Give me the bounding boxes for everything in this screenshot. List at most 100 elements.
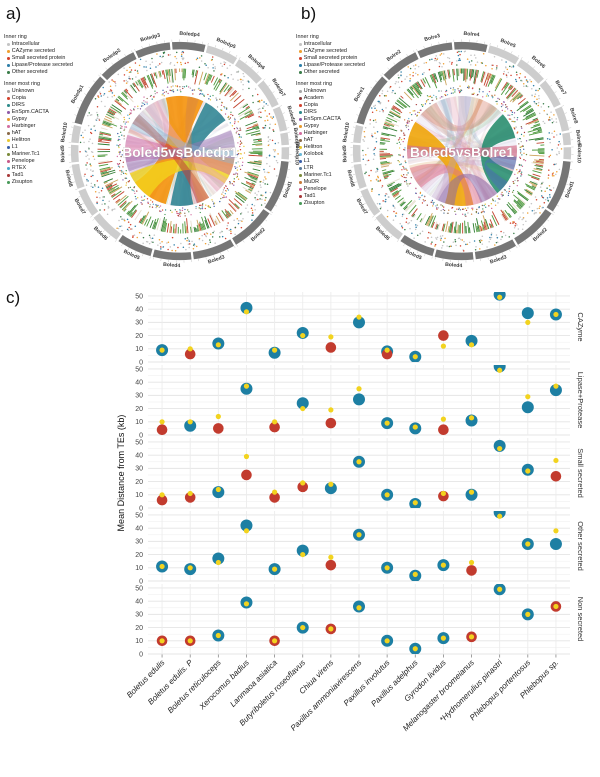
chromosome-label: Bolre8 bbox=[568, 107, 579, 124]
legend-color-dot-icon bbox=[7, 160, 10, 163]
legend-item-label: Mariner.Tc1 bbox=[12, 151, 40, 158]
y-tick-label: 10 bbox=[135, 419, 143, 426]
legend-item-label: Tad1 bbox=[12, 172, 24, 179]
legend-item-label: DIRS bbox=[12, 102, 25, 109]
legend-item-label: Zisupton bbox=[12, 179, 33, 186]
legend-color-dot-icon bbox=[7, 50, 10, 53]
legend-item-label: Other secreted bbox=[12, 69, 48, 76]
legend-item-label: DIRS bbox=[304, 109, 317, 116]
chromosome-label: Bolre2 bbox=[386, 49, 403, 63]
legend-item-label: Gypsy bbox=[12, 116, 27, 123]
facet-strip-label: Lipase+Protease bbox=[576, 372, 585, 429]
y-tick-label: 0 bbox=[139, 359, 143, 366]
legend-color-dot-icon bbox=[7, 167, 10, 170]
legend-color-dot-icon bbox=[7, 97, 10, 100]
y-tick-label: 20 bbox=[135, 625, 143, 632]
legend-color-dot-icon bbox=[7, 174, 10, 177]
legend-color-dot-icon bbox=[7, 71, 10, 74]
y-tick-label: 10 bbox=[135, 492, 143, 499]
y-tick-label: 50 bbox=[135, 293, 143, 300]
y-tick-label: 50 bbox=[135, 512, 143, 519]
legend-item-label: EnSpm.CACTA bbox=[304, 116, 341, 123]
y-tick-label: 20 bbox=[135, 406, 143, 413]
legend-color-dot-icon bbox=[7, 125, 10, 128]
legend-item-label: Helitron bbox=[304, 144, 323, 151]
y-tick-label: 0 bbox=[139, 432, 143, 439]
legend-item-label: Tad1 bbox=[304, 193, 316, 200]
legend-item-label: Harbinger bbox=[304, 130, 328, 137]
y-tick-label: 20 bbox=[135, 479, 143, 486]
legend-color-dot-icon bbox=[7, 146, 10, 149]
facet-gridlines bbox=[148, 584, 570, 654]
legend-item-label: Copia bbox=[12, 95, 26, 102]
legend-item-label: Academ bbox=[304, 95, 324, 102]
legend-item-label: MuDR bbox=[304, 179, 319, 186]
legend-item-label: Zisupton bbox=[304, 200, 325, 207]
legend-color-dot-icon bbox=[7, 132, 10, 135]
legend-item-label: Unknown bbox=[12, 88, 34, 95]
legend-item-label: RTEX bbox=[12, 165, 26, 172]
chromosome-label: Boled4 bbox=[163, 262, 181, 269]
legend-item-label: Harbinger bbox=[12, 123, 36, 130]
chromosome-label: Bolre3 bbox=[424, 33, 441, 43]
legend-color-dot-icon bbox=[7, 57, 10, 60]
legend-color-dot-icon bbox=[7, 118, 10, 121]
legend-color-dot-icon bbox=[7, 153, 10, 156]
facet-strip-label: Other secreted bbox=[576, 521, 585, 571]
y-tick-label: 10 bbox=[135, 346, 143, 353]
y-tick-label: 50 bbox=[135, 585, 143, 592]
chromosome-label: Boledp5 bbox=[215, 37, 236, 51]
y-tick-label: 30 bbox=[135, 612, 143, 619]
legend-color-dot-icon bbox=[7, 64, 10, 67]
chromosome-label: Boledp4 bbox=[179, 31, 200, 39]
y-tick-label: 0 bbox=[139, 578, 143, 585]
chromosome-label: Boled10 bbox=[60, 122, 69, 143]
legend-item-label: Gypsy bbox=[304, 123, 319, 130]
y-tick-label: 40 bbox=[135, 379, 143, 386]
legend-item-label: Other secreted bbox=[304, 69, 340, 76]
chromosome-label: Boled8 bbox=[346, 169, 356, 187]
chromosome-label: Boledp3 bbox=[140, 32, 161, 43]
legend-item-label: Intracellular bbox=[304, 41, 332, 48]
legend-item-label: Kolobok bbox=[304, 151, 323, 158]
facet-strip-label: Small secreted bbox=[576, 448, 585, 498]
legend-item-label: hAT bbox=[304, 137, 314, 144]
y-tick-label: 50 bbox=[135, 366, 143, 373]
y-tick-label: 30 bbox=[135, 539, 143, 546]
legend-color-dot-icon bbox=[7, 111, 10, 114]
legend-color-dot-icon bbox=[7, 43, 10, 46]
y-tick-label: 40 bbox=[135, 306, 143, 313]
legend-item-label: CAZyme secreted bbox=[12, 48, 55, 55]
legend-item-label: LTR bbox=[304, 165, 314, 172]
legend-item-label: Intracellular bbox=[12, 41, 40, 48]
y-tick-label: 50 bbox=[135, 439, 143, 446]
chromosome-label: Bolre5 bbox=[499, 38, 516, 50]
y-tick-label: 10 bbox=[135, 638, 143, 645]
chromosome-label: Boledp8 bbox=[285, 105, 297, 126]
legend-item-label: L1 bbox=[12, 144, 18, 151]
facet-gridlines bbox=[148, 438, 570, 508]
legend-color-dot-icon bbox=[7, 181, 10, 184]
chromosome-label: Bolre7 bbox=[553, 79, 567, 96]
circos-title: Boled5vsBolre1 bbox=[410, 145, 514, 160]
species-label: Xerocomus badius bbox=[197, 658, 251, 712]
chromosome-label: Boledp10 bbox=[294, 142, 300, 165]
panel-b-label: b) bbox=[301, 4, 316, 24]
species-label: Boletus reticuloceps bbox=[166, 658, 223, 715]
chromosome-label: Boled3 bbox=[207, 254, 225, 265]
legend-item-label: Helitron bbox=[12, 137, 31, 144]
legend-item-label: EnSpm.CACTA bbox=[12, 109, 49, 116]
chromosome-label: Bolre1 bbox=[353, 86, 366, 103]
y-tick-label: 30 bbox=[135, 466, 143, 473]
chromosome-label: Boled3 bbox=[489, 254, 507, 265]
chromosome-label: Boled9 bbox=[342, 145, 348, 162]
facet-gridlines bbox=[148, 511, 570, 581]
legend-item-label: Mariner.Tc1 bbox=[304, 172, 332, 179]
facet-strip-label: Non secreted bbox=[576, 597, 585, 642]
legend-item-label: Penelope bbox=[304, 186, 327, 193]
